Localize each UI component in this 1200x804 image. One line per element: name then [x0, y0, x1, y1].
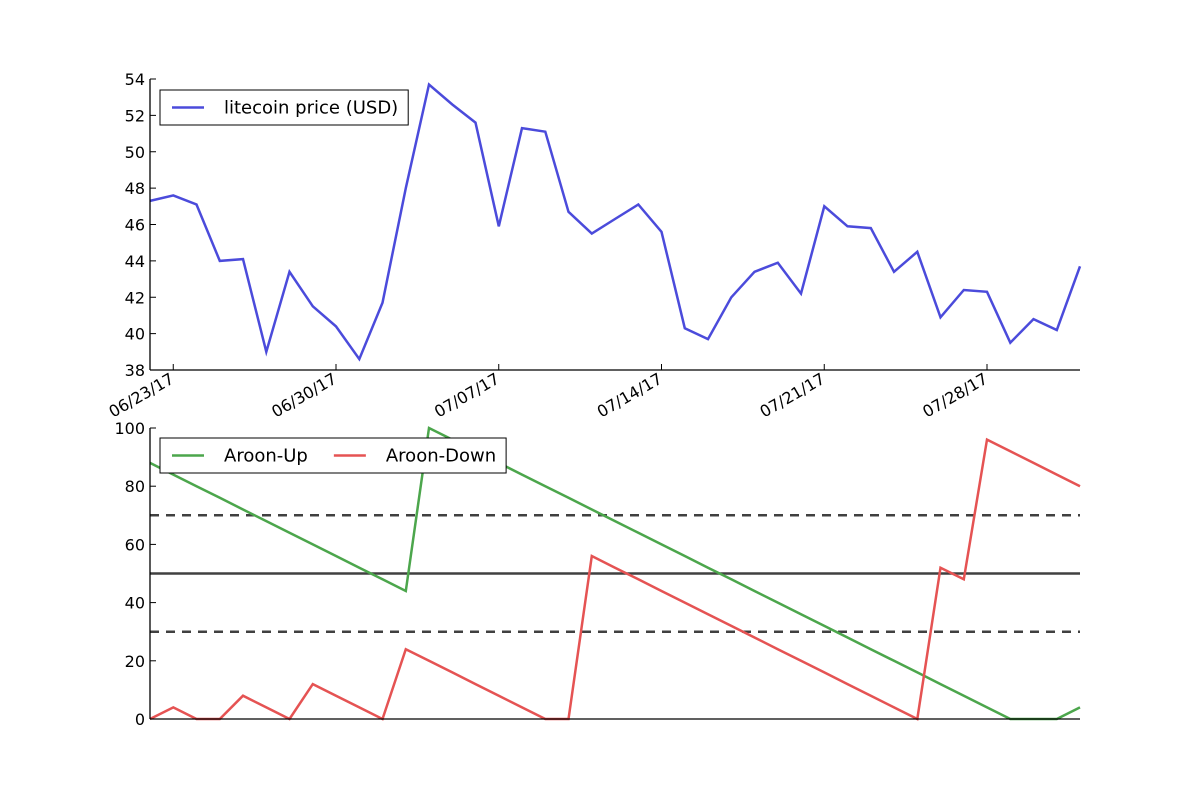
y-tick-label: 40 — [125, 594, 145, 613]
legend: litecoin price (USD) — [159, 89, 409, 126]
y-tick-label: 52 — [125, 106, 145, 125]
series-line-aroon-down — [149, 437, 1081, 721]
y-tick-label: 60 — [125, 535, 145, 554]
y-tick-label: 40 — [125, 325, 145, 344]
y-tick-label: 20 — [125, 652, 145, 671]
x-tick-label: 07/28/17 — [919, 369, 991, 421]
y-tick-label: 50 — [125, 143, 145, 162]
y-tick-label: 46 — [125, 216, 145, 235]
y-tick-label: 54 — [125, 70, 145, 89]
series-line-litecoin-price-usd — [149, 82, 1082, 362]
y-tick-label: 48 — [125, 179, 145, 198]
y-tick-label: 100 — [114, 419, 145, 438]
x-tick-label: 07/21/17 — [757, 369, 829, 421]
y-tick-label: 44 — [125, 252, 145, 271]
legend-label-aroon-down: Aroon-Down — [386, 446, 496, 467]
y-tick-label: 80 — [125, 477, 145, 496]
legend-box — [159, 437, 507, 474]
y-tick-label: 0 — [135, 710, 145, 729]
y-tick-label: 38 — [125, 361, 145, 380]
y-tick-label: 42 — [125, 288, 145, 307]
aroon-panel: 0 20 40 60 80 100 Aroon-Up Aroon-Down — [114, 419, 1081, 729]
legend-label-aroon-up: Aroon-Up — [224, 446, 308, 467]
x-tick-label: 07/14/17 — [594, 369, 666, 421]
legend-label-litecoin-price-usd: litecoin price (USD) — [224, 98, 398, 119]
x-tick-label: 06/30/17 — [268, 369, 340, 421]
legend: Aroon-Up Aroon-Down — [159, 437, 507, 474]
x-tick-label: 07/07/17 — [431, 369, 503, 421]
